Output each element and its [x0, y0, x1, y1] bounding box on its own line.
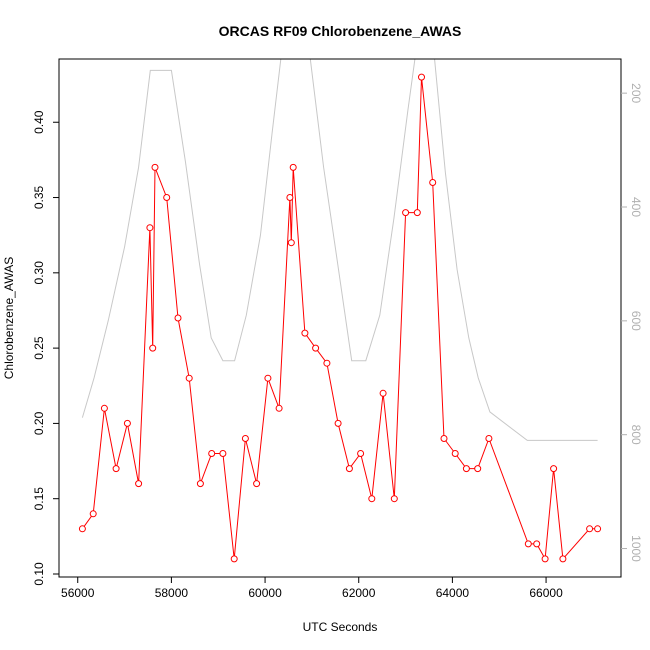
data-point — [451, 450, 459, 457]
data-point — [275, 404, 283, 412]
y-tick-label: 0.40 — [32, 110, 46, 134]
data-point — [390, 495, 398, 503]
data-point — [100, 404, 108, 412]
data-point — [253, 480, 261, 488]
x-tick-label: 56000 — [61, 586, 95, 600]
data-point — [123, 419, 131, 427]
data-point — [135, 480, 143, 488]
y2-tick-label: 1000 — [629, 535, 643, 562]
data-point — [174, 314, 182, 322]
data-point — [149, 344, 157, 352]
plot-frame — [58, 58, 622, 578]
x-tick-label: 64000 — [436, 586, 470, 600]
x-tick-label: 66000 — [529, 586, 563, 600]
x-axis: 56000 58000 60000 62000 64000 66000 — [61, 577, 563, 600]
x-axis-label: UTC Seconds — [303, 620, 378, 634]
data-point — [196, 480, 204, 488]
data-point — [219, 450, 227, 457]
data-point — [312, 344, 320, 352]
data-point — [146, 224, 154, 232]
data-point — [559, 555, 567, 563]
y2-axis: 200 400 600 800 1000 — [621, 83, 643, 562]
data-point — [485, 435, 493, 442]
data-point — [462, 465, 470, 473]
y-axis-label: Chlorobenzene_AWAS — [2, 257, 16, 380]
x-tick-label: 60000 — [248, 586, 282, 600]
primary-series — [81, 77, 598, 561]
x-tick-label: 62000 — [342, 586, 376, 600]
data-point — [289, 163, 297, 171]
y-tick-label: 0.25 — [32, 336, 46, 360]
data-point — [357, 450, 365, 457]
data-point — [524, 540, 532, 548]
data-point — [474, 465, 482, 473]
y-tick-label: 0.30 — [32, 261, 46, 285]
data-point — [241, 435, 249, 442]
y2-tick-label: 400 — [629, 197, 643, 217]
data-point — [418, 73, 425, 81]
data-point — [323, 359, 331, 367]
y-tick-label: 0.35 — [32, 185, 46, 209]
secondary-series-line — [81, 59, 598, 441]
secondary-series — [81, 59, 598, 441]
primary-series-line — [81, 77, 598, 561]
data-point — [533, 540, 541, 548]
data-point — [78, 525, 86, 533]
data-point — [440, 435, 448, 442]
data-point — [594, 525, 602, 533]
data-point — [379, 389, 387, 397]
y-tick-label: 0.20 — [32, 411, 46, 435]
data-point — [264, 374, 272, 382]
data-point — [345, 465, 353, 473]
y-tick-label: 0.15 — [32, 487, 46, 511]
y-tick-label: 0.10 — [32, 562, 46, 586]
y-axis: 0.10 0.15 0.20 0.25 0.30 0.35 0.40 — [32, 110, 59, 586]
data-point — [163, 194, 171, 201]
data-point — [402, 209, 410, 217]
data-point — [368, 495, 376, 503]
data-point — [413, 209, 421, 217]
y2-tick-label: 600 — [629, 311, 643, 331]
data-point — [550, 465, 558, 473]
data-point — [208, 450, 216, 457]
chart-title: ORCAS RF09 Chlorobenzene_AWAS — [219, 23, 462, 39]
data-point — [429, 179, 437, 186]
data-point — [230, 555, 238, 563]
data-point — [334, 419, 342, 427]
data-point — [185, 374, 193, 382]
data-point — [89, 510, 97, 518]
data-point — [286, 194, 294, 201]
data-point — [586, 525, 594, 533]
data-point — [151, 163, 159, 171]
y2-tick-label: 200 — [629, 83, 643, 103]
data-point — [541, 555, 549, 563]
x-tick-label: 58000 — [155, 586, 189, 600]
y2-tick-label: 800 — [629, 425, 643, 445]
data-point — [301, 329, 309, 337]
primary-points — [78, 73, 602, 563]
data-point — [287, 239, 295, 247]
data-point — [112, 465, 120, 473]
